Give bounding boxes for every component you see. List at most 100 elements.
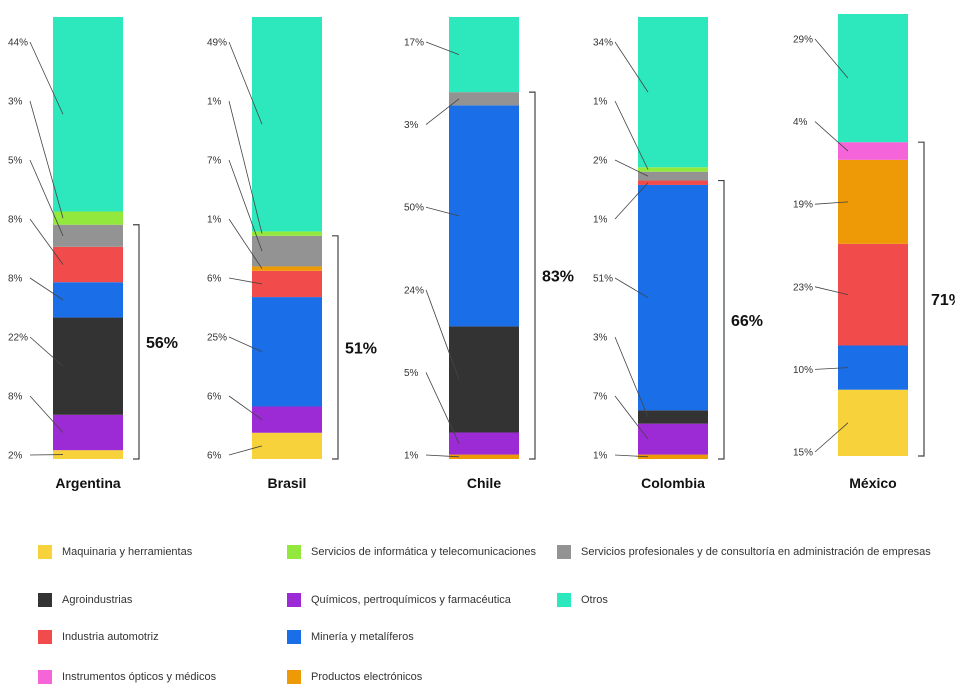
bar-segment	[638, 167, 708, 172]
leader-line	[425, 372, 460, 444]
bar-segment	[53, 246, 123, 283]
leader-line	[228, 218, 263, 269]
leader-line	[29, 218, 64, 265]
segment-value-label: 3%	[404, 120, 419, 131]
leader-line	[29, 277, 64, 301]
bar-segment	[449, 432, 519, 455]
legend-swatch	[287, 670, 301, 684]
segment-value-label: 24%	[404, 285, 424, 296]
segment-value-label: 6%	[207, 451, 222, 462]
bar-segment	[252, 270, 322, 298]
bracket	[133, 224, 140, 460]
legend-item-mineria: Minería y metalíferos	[287, 627, 414, 647]
segment-value-label: 8%	[8, 392, 23, 403]
country-label: Chile	[467, 475, 501, 491]
bracket	[718, 179, 725, 460]
bar-segment	[638, 180, 708, 185]
country-label: Colombia	[641, 475, 705, 491]
bar-segment	[252, 235, 322, 267]
segment-value-label: 1%	[593, 97, 608, 108]
bar-segment	[838, 142, 908, 160]
legend-label: Industria automotriz	[62, 631, 159, 643]
legend-swatch	[38, 545, 52, 559]
country-label: Brasil	[268, 475, 307, 491]
bar-segment	[838, 389, 908, 456]
segment-value-label: 49%	[207, 38, 227, 49]
bar-segment	[252, 297, 322, 407]
legend-swatch	[287, 630, 301, 644]
leader-line	[614, 277, 649, 299]
legend-label: Maquinaria y herramientas	[62, 546, 193, 558]
segment-value-label: 8%	[8, 274, 23, 285]
leader-line	[425, 98, 460, 125]
bar-segment	[449, 454, 519, 459]
leader-line	[228, 445, 263, 456]
segment-value-label: 23%	[793, 282, 813, 293]
leader-line	[228, 159, 263, 252]
legend-item-automotriz: Industria automotriz	[38, 627, 159, 647]
segment-value-label: 19%	[793, 200, 813, 211]
leader-line	[614, 159, 649, 177]
legend-label: Servicios de informática y telecomunicac…	[311, 546, 536, 558]
leader-line	[614, 100, 649, 170]
leader-line	[29, 159, 64, 236]
leader-line	[614, 182, 649, 220]
leader-line	[814, 422, 849, 453]
bar-segment	[252, 17, 322, 232]
legend-label: Químicos, pertroquímicos y farmacéutica	[311, 594, 511, 606]
bar-segment	[252, 231, 322, 236]
bar-segment	[838, 14, 908, 143]
segment-value-label: 1%	[207, 97, 222, 108]
legend-label: Minería y metalíferos	[311, 631, 414, 643]
segment-value-label: 3%	[8, 97, 23, 108]
stacked-bar-chart: 2% 8% 22% 8% 8% 5% 3% 44% 56% Argentina 6% 6% 25% 6% 1…	[8, 14, 955, 491]
bar-segment	[252, 406, 322, 433]
legend-swatch	[38, 670, 52, 684]
bar-segment	[638, 454, 708, 459]
segment-value-label: 1%	[404, 451, 419, 462]
leader-line	[29, 336, 64, 367]
segment-value-label: 8%	[8, 215, 23, 226]
chart-legend: Maquinaria y herramientas Agroindustrias…	[0, 530, 955, 688]
bar-segment	[53, 211, 123, 225]
bar-segment	[53, 282, 123, 318]
country-label: Argentina	[55, 475, 121, 491]
segment-value-label: 1%	[593, 215, 608, 226]
leader-line	[29, 41, 64, 115]
segment-value-label: 5%	[404, 368, 419, 379]
bar-segment	[252, 266, 322, 271]
segment-value-label: 10%	[793, 365, 813, 376]
segment-value-label: 5%	[8, 156, 23, 167]
legend-item-servicios-profesionales: Servicios profesionales y de consultoría…	[557, 542, 931, 562]
bar-segment	[53, 317, 123, 415]
leader-line	[614, 41, 649, 93]
leader-line	[814, 38, 849, 79]
legend-item-electronicos: Productos electrónicos	[287, 667, 422, 687]
segment-value-label: 2%	[593, 156, 608, 167]
segment-value-label: 50%	[404, 203, 424, 214]
leader-line	[425, 289, 460, 380]
bar-segment	[638, 423, 708, 455]
total-percentage-label: 71%	[931, 292, 955, 309]
leader-line	[228, 336, 263, 353]
segment-value-label: 7%	[207, 156, 222, 167]
total-percentage-label: 66%	[731, 313, 763, 330]
leader-line	[614, 454, 649, 458]
segment-value-label: 22%	[8, 333, 28, 344]
segment-value-label: 25%	[207, 333, 227, 344]
bar-segment	[53, 450, 123, 459]
legend-item-maquinaria: Maquinaria y herramientas	[38, 542, 192, 562]
bar-segment	[53, 17, 123, 212]
bar-segment	[53, 414, 123, 451]
segment-value-label: 15%	[793, 448, 813, 459]
legend-swatch	[38, 630, 52, 644]
leader-line	[814, 286, 849, 296]
leader-line	[614, 336, 649, 418]
bar-segment	[638, 410, 708, 424]
bar-segment	[638, 17, 708, 168]
total-percentage-label: 51%	[345, 340, 377, 357]
segment-value-label: 4%	[793, 117, 808, 128]
legend-swatch	[557, 545, 571, 559]
bracket	[918, 141, 925, 457]
legend-swatch	[557, 593, 571, 607]
